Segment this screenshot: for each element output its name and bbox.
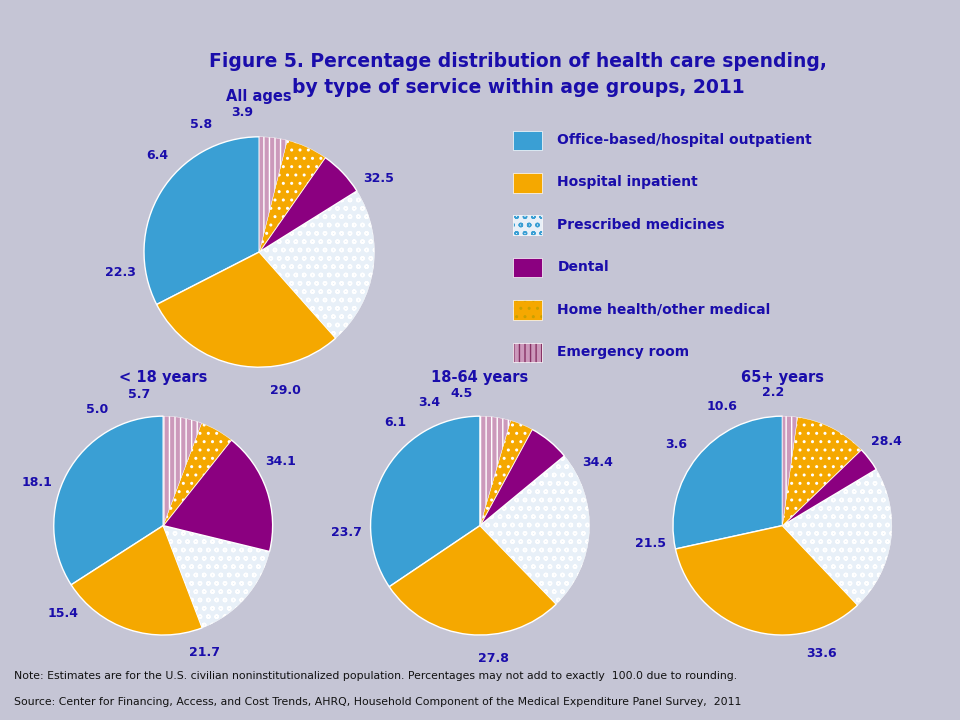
Text: 27.8: 27.8	[478, 652, 509, 665]
Wedge shape	[163, 440, 273, 552]
Text: Dental: Dental	[558, 260, 609, 274]
Text: 5.7: 5.7	[129, 387, 151, 401]
Text: 2.2: 2.2	[762, 386, 784, 399]
Text: 28.4: 28.4	[871, 436, 901, 449]
Text: 23.7: 23.7	[331, 526, 362, 539]
Text: 18.1: 18.1	[21, 476, 52, 489]
Wedge shape	[163, 416, 202, 526]
Wedge shape	[71, 526, 203, 635]
Title: All ages: All ages	[227, 89, 292, 104]
Wedge shape	[259, 137, 287, 252]
Wedge shape	[676, 526, 857, 635]
Text: Office-based/hospital outpatient: Office-based/hospital outpatient	[558, 132, 812, 147]
Text: 34.1: 34.1	[265, 455, 296, 468]
Wedge shape	[480, 416, 511, 526]
Title: < 18 years: < 18 years	[119, 370, 207, 385]
Text: 5.0: 5.0	[86, 403, 108, 416]
Wedge shape	[782, 469, 892, 605]
Text: 6.1: 6.1	[384, 416, 406, 429]
Text: 4.5: 4.5	[450, 387, 472, 400]
Text: 5.8: 5.8	[190, 117, 212, 130]
Text: 32.5: 32.5	[364, 172, 395, 185]
Wedge shape	[259, 158, 357, 252]
Text: Emergency room: Emergency room	[558, 345, 689, 359]
Text: Source: Center for Financing, Access, and Cost Trends, AHRQ, Household Component: Source: Center for Financing, Access, an…	[14, 697, 742, 707]
Wedge shape	[371, 416, 480, 587]
Wedge shape	[163, 423, 231, 526]
Wedge shape	[673, 416, 782, 549]
Text: Hospital inpatient: Hospital inpatient	[558, 175, 698, 189]
Wedge shape	[54, 416, 163, 585]
Text: 3.4: 3.4	[419, 395, 441, 409]
Text: Home health/other medical: Home health/other medical	[558, 302, 771, 317]
Text: 6.4: 6.4	[146, 149, 168, 162]
Text: 29.0: 29.0	[270, 384, 300, 397]
Text: 21.5: 21.5	[635, 537, 665, 550]
Wedge shape	[782, 417, 861, 526]
Bar	[514, 258, 541, 277]
Bar	[514, 130, 541, 150]
Wedge shape	[259, 191, 374, 338]
Wedge shape	[259, 140, 325, 252]
Text: 15.4: 15.4	[48, 608, 79, 621]
Bar	[514, 215, 541, 235]
Text: 3.6: 3.6	[665, 438, 687, 451]
Wedge shape	[156, 252, 336, 367]
Bar	[514, 343, 541, 362]
Wedge shape	[480, 456, 589, 604]
Wedge shape	[782, 450, 876, 526]
Text: 34.4: 34.4	[583, 456, 613, 469]
Text: Note: Estimates are for the U.S. civilian noninstitutionalized population. Perce: Note: Estimates are for the U.S. civilia…	[14, 671, 737, 681]
Title: 18-64 years: 18-64 years	[431, 370, 529, 385]
Text: by type of service within age groups, 2011: by type of service within age groups, 20…	[292, 78, 745, 97]
Wedge shape	[389, 526, 556, 635]
Text: 33.6: 33.6	[806, 647, 837, 660]
Text: 21.7: 21.7	[189, 646, 221, 659]
Bar	[514, 173, 541, 193]
Wedge shape	[480, 420, 532, 526]
Text: 3.9: 3.9	[231, 106, 253, 119]
Bar	[514, 300, 541, 320]
Title: 65+ years: 65+ years	[741, 370, 824, 385]
Wedge shape	[163, 526, 270, 628]
Text: 22.3: 22.3	[105, 266, 135, 279]
Text: Prescribed medicines: Prescribed medicines	[558, 217, 725, 232]
Text: 10.6: 10.6	[707, 400, 737, 413]
Wedge shape	[782, 416, 798, 526]
Wedge shape	[144, 137, 259, 305]
Text: Figure 5. Percentage distribution of health care spending,: Figure 5. Percentage distribution of hea…	[209, 52, 828, 71]
Wedge shape	[480, 429, 564, 526]
